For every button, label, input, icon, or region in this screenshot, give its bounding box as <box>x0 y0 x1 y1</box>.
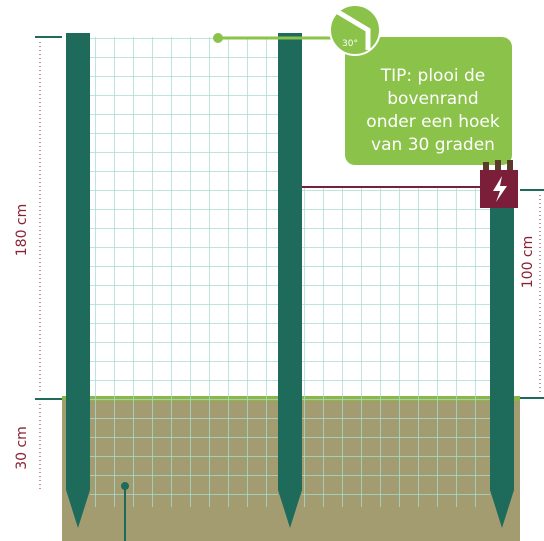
dim-label: 180 cm <box>14 204 30 257</box>
tip-text: TIP: plooi de bovenrand onder een hoek van … <box>366 66 500 155</box>
mesh-left <box>90 37 278 507</box>
energizer-terminals <box>483 160 513 170</box>
angle-label: 30° <box>342 39 358 49</box>
tip-box <box>345 37 512 165</box>
post <box>278 33 302 528</box>
mesh-right <box>302 188 490 507</box>
dim-label: 100 cm <box>520 236 536 289</box>
angle-shape <box>336 9 371 50</box>
lightning-icon <box>493 176 507 202</box>
tip-dot <box>213 33 223 43</box>
marker-dot <box>121 482 129 490</box>
tip-line: TIP: plooi de <box>380 66 485 86</box>
tip-line: onder een hoek <box>366 112 500 132</box>
tip-line: van 30 graden <box>371 135 495 155</box>
post <box>490 190 514 528</box>
dim-label: 30 cm <box>14 426 30 470</box>
post <box>66 33 90 528</box>
tip-line: bovenrand <box>387 89 478 109</box>
